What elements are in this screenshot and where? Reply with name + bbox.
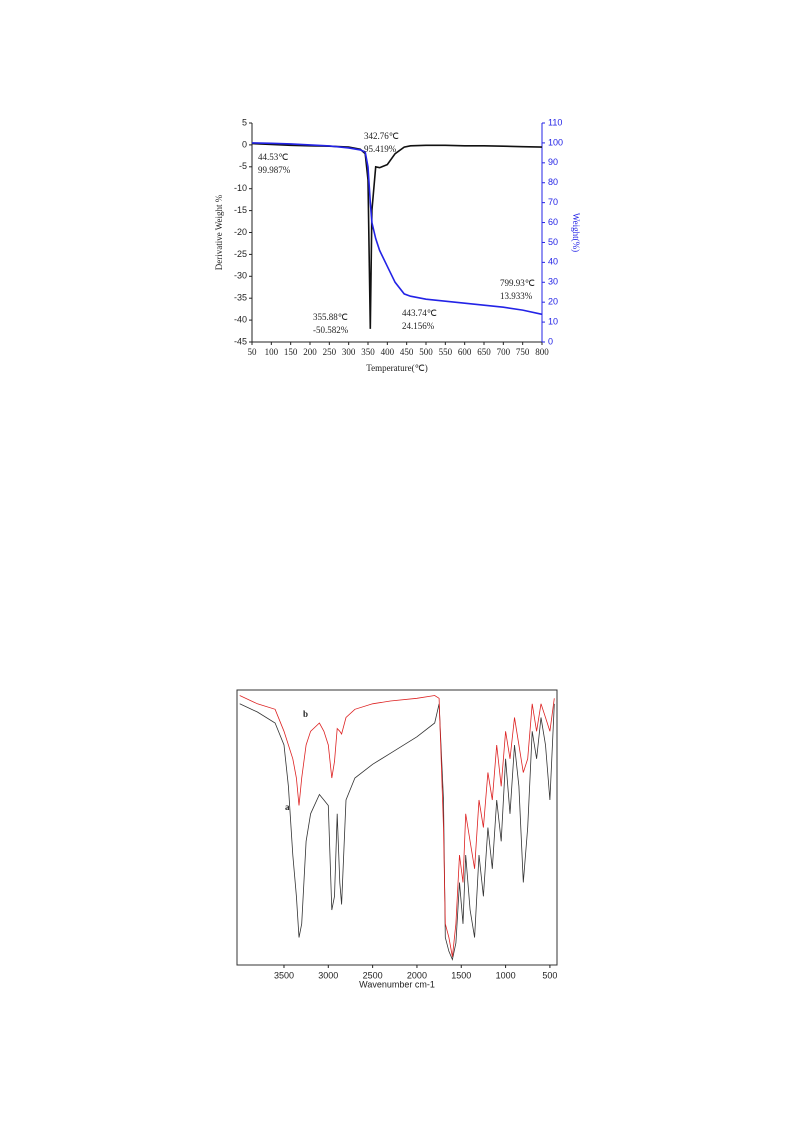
y-tick-label: -25 [234,249,247,259]
y2-tick-label: 10 [548,316,558,326]
y-tick-label: -5 [239,161,247,171]
series-line [251,142,543,316]
y-tick-label: -35 [234,293,247,303]
y2-tick-label: 80 [548,177,558,187]
x-tick-label: 250 [323,347,337,357]
y2-tick-label: 60 [548,217,558,227]
y2-tick-label: 70 [548,197,558,207]
x-tick-label: 500 [419,347,433,357]
x-tick-label: 600 [458,347,472,357]
y2-tick-label: 90 [548,157,558,167]
x-tick-label: 450 [400,347,414,357]
x-tick-label: 2000 [407,970,427,980]
x-tick-label: 400 [381,347,395,357]
y-tick-label: -40 [234,314,247,324]
x-tick-label: 2500 [363,970,383,980]
plot-frame [236,689,558,966]
y2-tick-label: 0 [548,336,553,346]
annotation: 355.88℃ [313,312,348,322]
series-line [239,695,555,957]
x-tick-label: 1500 [451,970,471,980]
annotation: 24.156% [402,321,435,331]
x-tick-label: 350 [361,347,375,357]
x-tick-label: 750 [516,347,530,357]
x-tick-label: 300 [342,347,356,357]
y2-tick-label: 100 [548,137,563,147]
y-tick-label: 5 [242,117,247,127]
y2-tick-label: 30 [548,277,558,287]
y2-tick-label: 40 [548,257,558,267]
series-line [251,142,543,329]
x-tick-label: 200 [303,347,317,357]
x-tick-label: 700 [497,347,511,357]
y-tick-label: -20 [234,227,247,237]
y-tick-label: 0 [242,139,247,149]
x-tick-label: 500 [542,970,557,980]
x-tick-label: 3500 [274,970,294,980]
annotation: 342.76℃ [364,131,399,141]
y2-tick-label: 20 [548,297,558,307]
annotation: 44.53℃ [258,152,288,162]
annotation: 799.93℃ [500,278,535,288]
y2-axis-label: Weight(%) [571,213,581,252]
annotation: 95.419% [364,144,397,154]
annotation: 443.74℃ [402,308,437,318]
x-tick-label: 50 [248,347,258,357]
annotation: 13.933% [500,291,533,301]
x-tick-label: 650 [477,347,491,357]
y-tick-label: -30 [234,271,247,281]
y-tick-label: -45 [234,336,247,346]
x-tick-label: 550 [439,347,453,357]
y-axis-label: Derivative Weight % [214,194,224,270]
y-tick-label: -10 [234,183,247,193]
y2-tick-label: 110 [548,117,562,127]
x-tick-label: 800 [535,347,549,357]
series-label: a [285,802,290,812]
x-tick-label: 1000 [496,970,516,980]
x-tick-label: 100 [265,347,279,357]
y2-tick-label: 50 [548,237,558,247]
x-axis-label: Wavenumber cm-1 [359,979,435,989]
annotation: 99.987% [258,165,291,175]
x-tick-label: 150 [284,347,298,357]
series-label: b [303,709,308,719]
x-tick-label: 3000 [318,970,338,980]
x-axis-label: Temperature(℃) [366,363,427,373]
y-tick-label: -15 [234,205,247,215]
annotation: -50.582% [313,325,349,335]
